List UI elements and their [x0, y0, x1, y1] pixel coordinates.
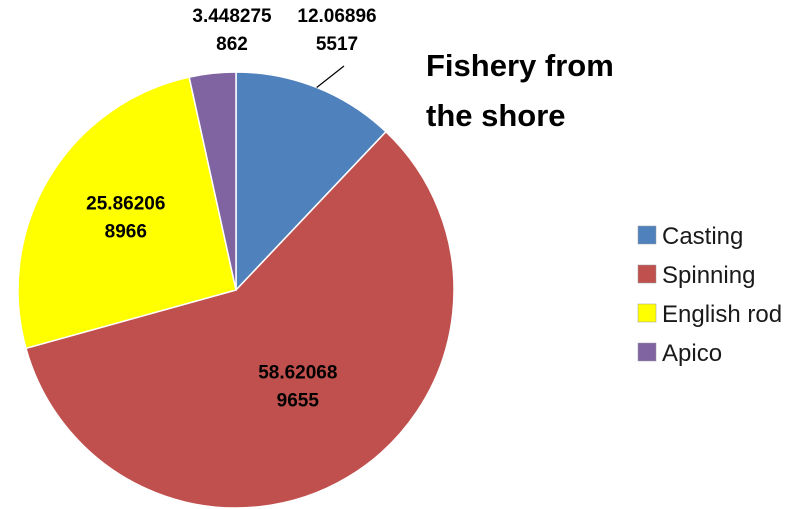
data-label-spinning: 58.62068 9655	[258, 363, 337, 412]
slice-spinning	[25, 130, 455, 509]
legend-swatch-apico	[637, 342, 657, 362]
legend-label-apico: Apico	[662, 340, 722, 367]
slice-english-rod	[17, 76, 237, 350]
legend-label-english-rod: English rod	[662, 301, 782, 328]
pie-slices	[17, 71, 455, 509]
legend: Casting Spinning English rod Apico	[637, 223, 782, 367]
legend-label-spinning: Spinning	[662, 262, 755, 289]
leader-lines	[316, 65, 345, 88]
chart-title: Fishery from the shore	[426, 48, 614, 133]
legend-swatch-spinning	[637, 264, 657, 284]
slice-apico	[188, 71, 237, 291]
slice-casting	[235, 71, 387, 292]
data-label-casting: 12.06896 5517	[297, 6, 376, 55]
legend-swatch-casting	[637, 225, 657, 245]
legend-label-casting: Casting	[662, 223, 743, 250]
data-label-apico: 3.448275 862	[192, 6, 272, 55]
data-label-english-rod: 25.86206 8966	[86, 194, 165, 243]
legend-swatch-english-rod	[637, 303, 657, 323]
leader-line-casting	[316, 65, 345, 88]
data-labels: 12.06896 5517 58.62068 9655 25.86206 8966 3.44…	[86, 6, 376, 412]
